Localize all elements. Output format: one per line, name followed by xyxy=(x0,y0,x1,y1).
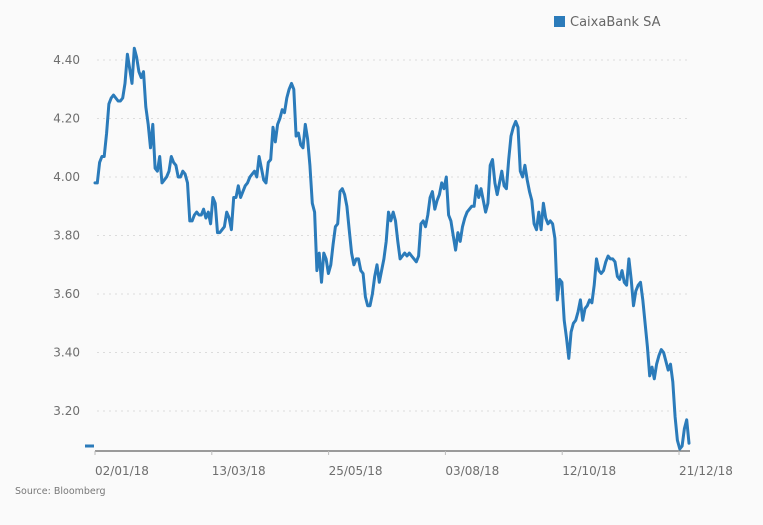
y-tick-label: 3.20 xyxy=(53,404,80,418)
x-tick-label: 25/05/18 xyxy=(329,464,383,478)
x-tick-label: 21/12/18 xyxy=(679,464,733,478)
y-tick-label: 4.00 xyxy=(53,170,80,184)
x-axis-ticks: 02/01/18 13/03/18 25/05/18 03/08/18 12/10/18… xyxy=(94,451,733,478)
y-tick-label: 3.60 xyxy=(53,287,80,301)
y-axis: 4.40 4.20 4.00 3.80 3.60 3.40 3.20 xyxy=(53,53,80,418)
legend-swatch xyxy=(554,16,565,27)
series-line-caixabank xyxy=(93,46,691,451)
gridlines xyxy=(97,59,690,412)
x-tick-label: 03/08/18 xyxy=(445,464,499,478)
x-tick-label: 12/10/18 xyxy=(562,464,616,478)
legend-label: CaixaBank SA xyxy=(570,15,661,30)
y-tick-label: 3.40 xyxy=(53,346,80,360)
y-axis-offscale-marker xyxy=(85,444,94,448)
x-tick-label: 13/03/18 xyxy=(212,464,266,478)
legend: CaixaBank SA xyxy=(554,15,661,30)
y-tick-label: 4.20 xyxy=(53,112,80,126)
x-tick-label: 02/01/18 xyxy=(95,464,149,478)
y-tick-label: 4.40 xyxy=(53,53,80,67)
y-tick-label: 3.80 xyxy=(53,229,80,243)
source-note: Source: Bloomberg xyxy=(15,486,106,497)
